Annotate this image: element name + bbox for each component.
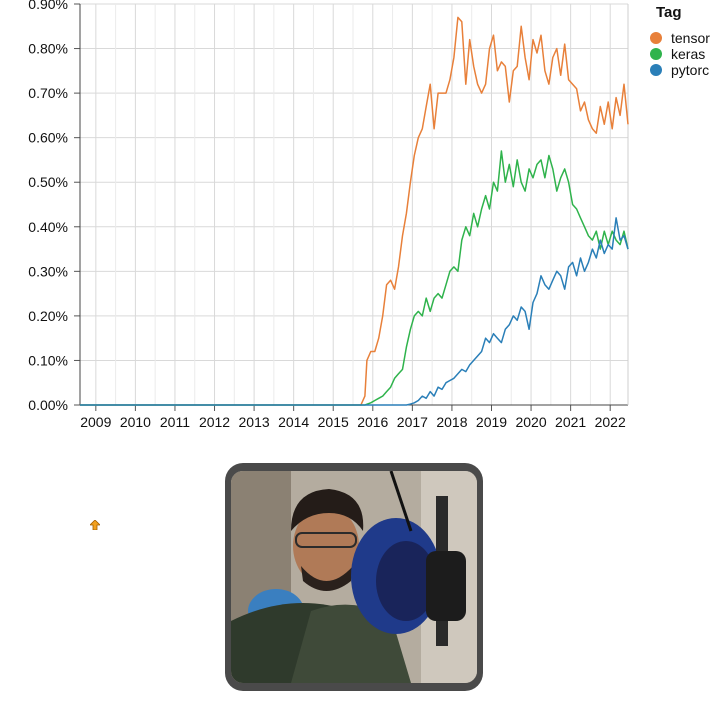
x-tick-label: 2018: [436, 414, 467, 430]
cursor-arrow-icon: [89, 517, 101, 531]
x-tick-label: 2019: [476, 414, 507, 430]
series-line-pytorc: [80, 217, 629, 406]
x-tick-label: 2015: [318, 414, 349, 430]
chart-series: [80, 16, 629, 406]
y-tick-label: 0.70%: [28, 85, 68, 101]
y-tick-label: 0.20%: [28, 308, 68, 324]
x-tick-label: 2011: [160, 414, 190, 430]
y-tick-label: 0.10%: [28, 352, 68, 368]
x-tick-label: 2021: [555, 414, 586, 430]
x-tick-label: 2022: [595, 414, 626, 430]
series-line-keras: [80, 150, 629, 406]
legend-label-pytorc: pytorc: [671, 62, 709, 78]
webcam-video: [231, 471, 477, 683]
y-tick-label: 0.00%: [28, 397, 68, 413]
chart-grid: [80, 3, 628, 406]
chart: 0.00% 0.10% 0.20% 0.30% 0.40% 0.50% 0.60% 0.70%…: [28, 0, 710, 430]
x-tick-label: 2013: [239, 414, 270, 430]
series-line-tensor: [80, 16, 629, 406]
legend-swatch-tensor: [650, 32, 662, 44]
y-tick-label: 0.50%: [28, 174, 68, 190]
y-tick-label: 0.80%: [28, 41, 68, 57]
y-tick-label: 0.60%: [28, 130, 68, 146]
chart-axes: 0.00% 0.10% 0.20% 0.30% 0.40% 0.50% 0.60% 0.70%…: [28, 0, 629, 430]
webcam-overlay: [225, 463, 483, 691]
legend-swatch-keras: [650, 48, 662, 60]
x-tick-label: 2016: [357, 414, 388, 430]
y-tick-label: 0.40%: [28, 219, 68, 235]
x-tick-label: 2017: [397, 414, 428, 430]
legend-title: Tag: [656, 4, 682, 21]
legend-label-tensor: tensor: [671, 30, 710, 46]
x-tick-label: 2020: [515, 414, 546, 430]
x-tick-label: 2014: [278, 414, 309, 430]
legend-swatch-pytorc: [650, 64, 662, 76]
x-tick-label: 2010: [120, 414, 151, 430]
x-tick-label: 2012: [199, 414, 230, 430]
legend-label-keras: keras: [671, 46, 705, 62]
y-tick-label: 0.30%: [28, 263, 68, 279]
presenter-image: [231, 471, 477, 683]
y-tick-label: 0.90%: [28, 0, 68, 12]
x-tick-label: 2009: [80, 414, 111, 430]
